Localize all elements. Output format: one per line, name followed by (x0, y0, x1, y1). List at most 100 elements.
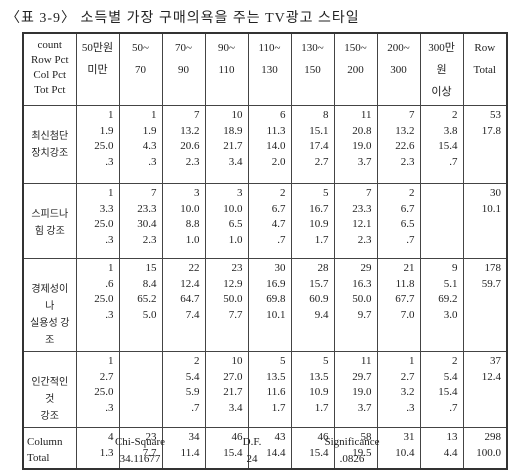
cell-value: 10 (231, 355, 243, 367)
cell-value: 13.2 (180, 124, 200, 137)
cell-value: 3 (237, 187, 243, 199)
cell-value: 3.8 (443, 124, 458, 137)
cell-value: 11.8 (395, 277, 415, 290)
header-line: 150~ (344, 42, 367, 54)
cell-value: 9.4 (314, 308, 329, 321)
cell: 53 17.8 (462, 105, 508, 184)
cell-value: 27.0 (223, 370, 243, 383)
crosstab: count Row Pct Col Pct Tot Pct 50만원 미만 50~ 70 70~… (22, 32, 508, 470)
stat: D.F. 24 (212, 434, 292, 468)
cell-value: 19.0 (352, 140, 372, 152)
cell: 1 1.9 4.3 .3 (118, 105, 163, 184)
header-line: 50만원 (81, 42, 114, 54)
cell-value: 2.0 (271, 155, 286, 168)
cell-value: 1 (108, 109, 114, 121)
cell-value: 20.8 (352, 124, 372, 137)
cell-value: 17.4 (309, 140, 329, 152)
cell: 3 10.0 8.8 1.0 (161, 183, 206, 259)
cell-value: 29.7 (352, 370, 372, 383)
cell: 29 16.3 50.0 9.7 (333, 258, 378, 352)
cell-value: .3 (148, 155, 157, 168)
corner-line: Row Pct (30, 54, 69, 66)
cell-value: 11 (360, 355, 372, 367)
cell-value: 3.7 (357, 155, 372, 168)
cell: 3 10.0 6.5 1.0 (204, 183, 249, 259)
cell-value: 30 (490, 187, 501, 199)
cell: 13 4.4 (419, 427, 464, 470)
cell-value: 7.7 (142, 446, 157, 459)
cell-value: 12.4 (180, 277, 200, 290)
cell-value: 1.9 (142, 124, 157, 137)
stat-value: 34.11677 (119, 453, 161, 465)
cell: 34 11.4 (161, 427, 206, 470)
cell-value: 16.9 (266, 277, 286, 290)
cell-value: 4.7 (271, 218, 286, 230)
cell-value: 3.3 (99, 202, 114, 215)
cell: 30 16.9 69.8 10.1 (247, 258, 292, 352)
cell-value: 2 (194, 355, 200, 367)
cell-value: 23 (145, 431, 157, 443)
cell-value: 13.5 (266, 370, 286, 383)
cell-value: 7 (409, 109, 415, 121)
cell-value: 30.4 (137, 218, 157, 230)
cell-value: 16.3 (352, 277, 372, 290)
cell-value: 21.7 (223, 140, 243, 152)
cell-value: 10.9 (309, 386, 329, 398)
total-row: Column Total 4 1.3 23 7.7 34 11.4 46 15.4 43 14.4 46… (22, 427, 508, 470)
row-label: 최신첨단 장치강조 (22, 105, 77, 184)
cell: 7 13.2 20.6 2.3 (161, 105, 206, 184)
cell-value: 2.3 (357, 233, 372, 246)
cell-value: .3 (105, 233, 114, 246)
cell-value: 19.5 (352, 446, 372, 459)
cell-value: 34 (188, 431, 200, 443)
header-line: 70~ (175, 42, 192, 54)
cell-value: 13.2 (395, 124, 415, 137)
cell-value: 13.5 (309, 370, 329, 383)
data-row: 스피드나 힘 강조 1 3.3 25.0 .3 7 23.3 30.4 2.3 3 10.0 8.8 1.… (22, 183, 508, 259)
cell-value: 8.8 (185, 218, 200, 230)
cell-value: 11.3 (266, 124, 286, 137)
cell: 58 19.5 (333, 427, 378, 470)
cell-value: 1.0 (228, 233, 243, 246)
cell-value: 25.0 (94, 293, 114, 305)
header-line: Total (473, 64, 496, 76)
cell-value: 6.7 (271, 202, 286, 215)
cell-value: 8.4 (142, 277, 157, 290)
cell-value: 2 (452, 109, 458, 121)
cell: 1 3.3 25.0 .3 (75, 183, 120, 259)
cell-value: 21.7 (223, 386, 243, 398)
column-header: 110~ 130 (247, 33, 292, 106)
cell-value: 50.0 (223, 293, 243, 305)
cell-value: 21 (403, 262, 415, 274)
cell-value: .7 (277, 233, 286, 246)
cell-value: 11 (360, 109, 372, 121)
cell-value: .3 (105, 401, 114, 414)
cell-value: 7 (194, 109, 200, 121)
cell-value: 5.9 (185, 386, 200, 398)
cell-value: 2 (409, 187, 415, 199)
cell-value: 5.4 (443, 370, 458, 383)
cell-value: .7 (406, 233, 415, 246)
cell-value: 1.3 (99, 446, 114, 459)
cell-value: 100.0 (476, 446, 501, 459)
cell-value: 25.0 (94, 386, 114, 398)
cell-value: 1.7 (271, 401, 286, 414)
cell-value: 29 (360, 262, 372, 274)
cell: 46 15.4 (204, 427, 249, 470)
cell-value: 2 (280, 187, 286, 199)
header-line: 300 (390, 64, 407, 76)
cell-value: 10.1 (266, 308, 286, 321)
cell-value: 2.3 (142, 233, 157, 246)
cell: 11 20.8 19.0 3.7 (333, 105, 378, 184)
cell-value: 11.4 (180, 446, 200, 459)
column-header: 300만원 이상 (419, 33, 464, 106)
cell: 4 1.3 (75, 427, 120, 470)
corner-cell: count Row Pct Col Pct Tot Pct (22, 33, 77, 106)
cell-value: 1 (108, 187, 114, 199)
header-line: 110 (218, 64, 235, 76)
cell-value: 46 (317, 431, 329, 443)
cell-value: 25.0 (94, 140, 114, 152)
cell (419, 183, 464, 259)
column-header: 70~ 90 (161, 33, 206, 106)
header-line: 200 (347, 64, 364, 76)
